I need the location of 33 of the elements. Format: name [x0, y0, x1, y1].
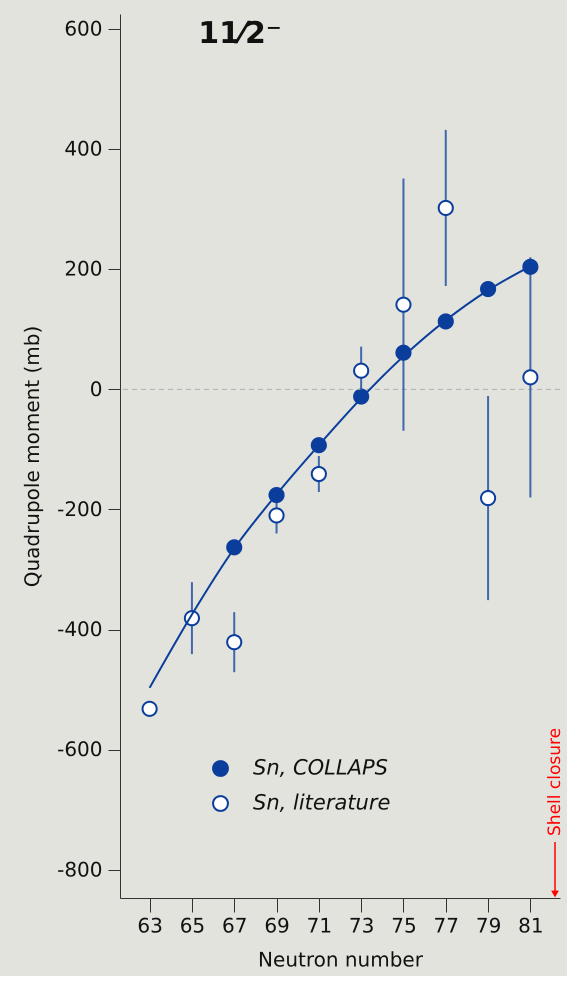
x-tick-label: 81 [518, 914, 544, 938]
x-tick-label: 65 [180, 914, 206, 938]
x-tick-label: 77 [434, 914, 459, 938]
y-tick-label: 0 [90, 376, 102, 401]
point [353, 362, 370, 379]
point [142, 700, 158, 717]
y-tick-label: -600 [57, 737, 102, 762]
y-tick-label: -800 [57, 857, 102, 882]
point [226, 634, 242, 650]
x-tick-label: 69 [264, 914, 290, 938]
x-tick-label: 63 [137, 914, 163, 938]
x-tick-label: 67 [222, 914, 248, 938]
point [438, 200, 454, 216]
x-tick-label: 79 [476, 914, 502, 938]
y-tick-label: 200 [64, 256, 102, 281]
point [522, 369, 538, 386]
y-tick-label: -200 [57, 496, 102, 521]
legend-label: Sn, COLLAPS [253, 756, 388, 780]
x-axis-title: Neutron number [258, 948, 424, 972]
point [268, 507, 285, 524]
point [395, 296, 412, 313]
x-tick-label: 75 [391, 914, 417, 938]
y-tick-label: 600 [64, 16, 102, 41]
annotation: Shell closure [545, 728, 565, 836]
x-tick-label: 73 [348, 914, 374, 938]
point [480, 490, 496, 506]
chart-title: 11⁄2⁻ [198, 16, 282, 51]
y-tick-label: 400 [64, 136, 102, 161]
y-axis-title: Quadrupole moment (mb) [20, 326, 44, 588]
legend-label: Sn, literature [253, 790, 390, 814]
x-tick-label: 71 [306, 914, 332, 938]
y-tick-label: -400 [57, 617, 102, 642]
point [310, 466, 327, 482]
